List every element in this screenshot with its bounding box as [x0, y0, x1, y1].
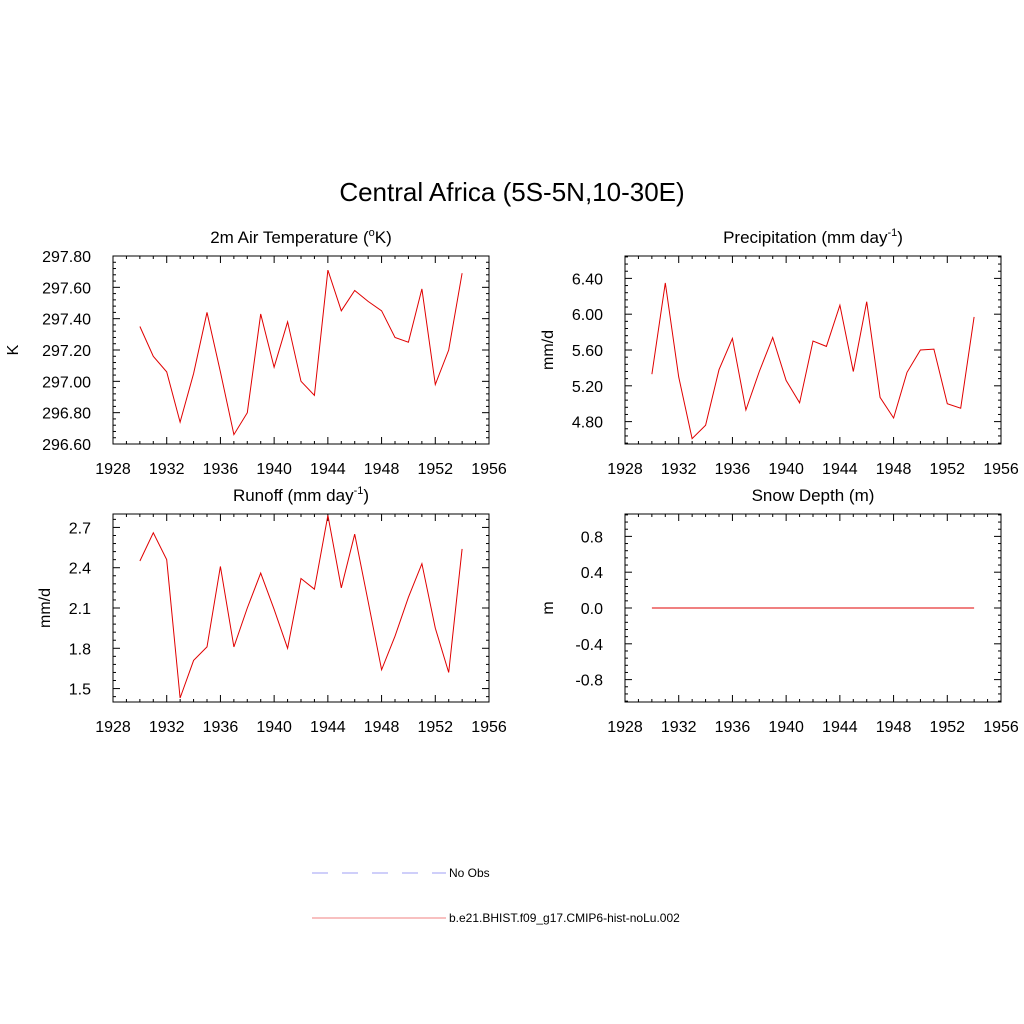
x-tick-label: 1956 [983, 461, 1019, 478]
y-tick-label: 296.60 [42, 437, 91, 454]
panel-temperature: 1928 1932 1936 1940 1944 1948 1952 1956 296.60 29… [5, 227, 507, 478]
plot-frame [624, 255, 1002, 445]
x-tick-label: 1940 [256, 719, 292, 736]
y-tick-label: 6.40 [572, 271, 603, 288]
x-tick-label: 1944 [822, 719, 858, 736]
y-tick-label: 297.80 [42, 249, 91, 266]
x-tick-label: 1952 [929, 719, 965, 736]
x-tick-label: 1956 [983, 719, 1019, 736]
x-tick-label: 1956 [471, 719, 507, 736]
y-axis-label: K [5, 344, 22, 355]
x-tick-label: 1948 [876, 719, 912, 736]
y-tick-label: 0.8 [581, 529, 603, 546]
x-tick-label: 1936 [715, 461, 751, 478]
panel-title-superscript: -1 [354, 485, 364, 497]
x-tick-label: 1948 [876, 461, 912, 478]
plot-frame [112, 513, 490, 703]
panel-title: Runoff (mm day-1) [233, 485, 369, 505]
panel-title: Precipitation (mm day-1) [723, 227, 903, 247]
y-tick-label: 0.4 [581, 565, 603, 582]
y-tick-label: 2.1 [69, 601, 91, 618]
x-tick-label: 1928 [95, 461, 131, 478]
x-tick-label: 1952 [417, 719, 453, 736]
x-tick-label: 1932 [149, 719, 185, 736]
y-tick-label: 1.5 [69, 682, 91, 699]
y-tick-label: 2.4 [69, 561, 91, 578]
legend-model-label: b.e21.BHIST.f09_g17.CMIP6-hist-noLu.002 [449, 911, 680, 925]
series-line-runoff [139, 515, 463, 699]
panel-title-text: Snow Depth (m) [752, 486, 875, 505]
y-tick-label: 5.20 [572, 379, 603, 396]
y-axis-label: mm/d [540, 330, 557, 370]
y-tick-label: 6.00 [572, 307, 603, 324]
series-line-temperature [139, 269, 463, 436]
panel-snow-depth: 1928 1932 1936 1940 1944 1948 1952 1956 -0.8 -0.4… [540, 486, 1019, 736]
panel-runoff: 1928 1932 1936 1940 1944 1948 1952 1956 1.5 1.8 2.… [37, 485, 507, 736]
x-tick-label: 1940 [768, 461, 804, 478]
y-tick-label: 0.0 [581, 601, 603, 618]
panel-title-text: ) [363, 486, 369, 505]
y-tick-label: 5.60 [572, 343, 603, 360]
panel-precipitation: 1928 1932 1936 1940 1944 1948 1952 1956 4.80 5.20… [540, 227, 1019, 478]
panel-title-text: Runoff (mm day [233, 486, 354, 505]
y-axis-label: m [540, 601, 557, 614]
y-tick-label: 296.80 [42, 406, 91, 423]
x-tick-label: 1952 [929, 461, 965, 478]
x-tick-label: 1928 [607, 461, 643, 478]
x-tick-label: 1956 [471, 461, 507, 478]
panels: 1928 1932 1936 1940 1944 1948 1952 1956 296.60 29… [5, 227, 1019, 736]
x-tick-label: 1936 [203, 719, 239, 736]
panel-title-text: K) [375, 228, 392, 247]
x-tick-label: 1948 [364, 719, 400, 736]
x-tick-label: 1936 [715, 719, 751, 736]
y-tick-label: 2.7 [69, 520, 91, 537]
x-tick-label: 1932 [149, 461, 185, 478]
y-tick-label: -0.8 [575, 673, 603, 690]
x-tick-label: 1932 [661, 719, 697, 736]
x-tick-label: 1944 [822, 461, 858, 478]
y-tick-label: 4.80 [572, 415, 603, 432]
panel-title: 2m Air Temperature (oK) [210, 227, 392, 247]
x-tick-label: 1928 [607, 719, 643, 736]
plot-frame [112, 255, 490, 445]
panel-title: Snow Depth (m) [752, 486, 875, 505]
panel-title-text: 2m Air Temperature ( [210, 228, 369, 247]
x-tick-label: 1940 [256, 461, 292, 478]
y-tick-label: 297.40 [42, 312, 91, 329]
y-tick-label: -0.4 [575, 637, 603, 654]
panel-title-text: Precipitation (mm day [723, 228, 888, 247]
y-tick-label: 1.8 [69, 641, 91, 658]
y-tick-label: 297.60 [42, 280, 91, 297]
x-tick-label: 1936 [203, 461, 239, 478]
x-tick-label: 1944 [310, 461, 346, 478]
x-tick-label: 1944 [310, 719, 346, 736]
y-axis-label: mm/d [37, 588, 54, 628]
x-tick-label: 1932 [661, 461, 697, 478]
x-tick-label: 1948 [364, 461, 400, 478]
figure-title: Central Africa (5S-5N,10-30E) [339, 177, 684, 207]
x-tick-label: 1940 [768, 719, 804, 736]
y-tick-label: 297.00 [42, 374, 91, 391]
panel-title-text: ) [897, 228, 903, 247]
panel-title-superscript: o [369, 227, 375, 239]
x-tick-label: 1952 [417, 461, 453, 478]
x-tick-label: 1928 [95, 719, 131, 736]
legend-obs-label: No Obs [449, 866, 490, 880]
y-tick-label: 297.20 [42, 343, 91, 360]
legend: No Obs b.e21.BHIST.f09_g17.CMIP6-hist-no… [312, 866, 680, 925]
panel-title-superscript: -1 [887, 227, 897, 239]
series-line-precipitation [651, 282, 975, 440]
